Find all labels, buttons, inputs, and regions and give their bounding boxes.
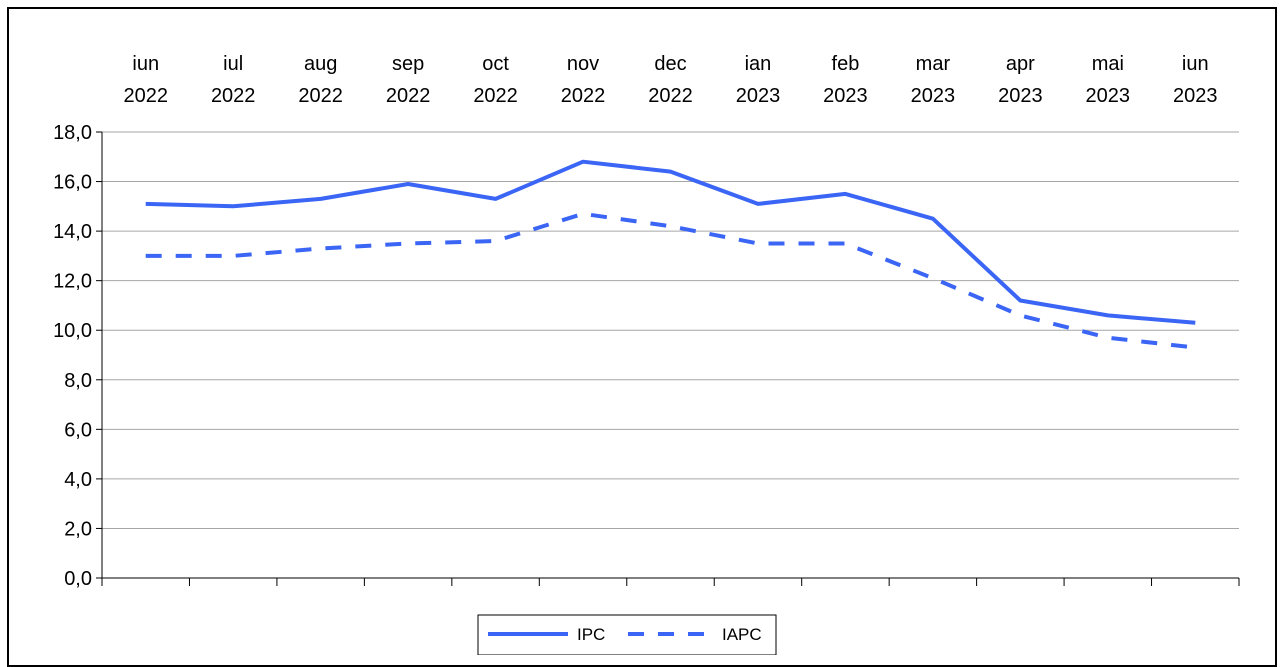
category-label: aug 2022 xyxy=(298,53,343,107)
legend-label-ipc: IPC xyxy=(577,625,605,644)
category-label: mai 2023 xyxy=(1086,53,1131,107)
category-label: iun 2022 xyxy=(123,53,168,107)
category-label: ian 2023 xyxy=(736,53,781,107)
category-label: apr 2023 xyxy=(998,53,1043,107)
category-label: oct 2022 xyxy=(473,53,518,107)
y-tick-label: 12,0 xyxy=(53,271,92,293)
y-tick-label: 14,0 xyxy=(53,221,92,243)
category-label: nov 2022 xyxy=(561,53,606,107)
axes xyxy=(96,131,1240,586)
y-tick-label: 16,0 xyxy=(53,172,92,194)
category-label: dec 2022 xyxy=(648,53,693,107)
series-line-ipc xyxy=(145,159,1196,325)
y-tick-label: 4,0 xyxy=(64,469,92,491)
y-tick-label: 6,0 xyxy=(64,419,92,441)
y-tick-label: 18,0 xyxy=(53,122,92,144)
y-tick-label: 10,0 xyxy=(53,320,92,342)
gridlines xyxy=(102,131,1239,529)
y-tick-label: 0,0 xyxy=(64,568,92,590)
chart-frame xyxy=(7,7,1277,667)
y-tick-label: 8,0 xyxy=(64,370,92,392)
y-tick-label: 2,0 xyxy=(64,518,92,540)
category-label: iun 2023 xyxy=(1173,53,1218,107)
category-label: mar 2023 xyxy=(911,53,956,107)
category-label: sep 2022 xyxy=(386,53,431,107)
legend: IPC IAPC xyxy=(477,614,777,655)
category-labels: iun 2022 iul 2022 aug 2022 sep 2022 oct 2022 nov 20… xyxy=(123,53,1217,107)
category-label: iul 2022 xyxy=(211,53,256,107)
y-tick-labels: 0,0 2,0 4,0 6,0 8,0 10,0 12,0 14,0 16,0 18,0 xyxy=(53,122,92,590)
category-label: feb 2023 xyxy=(823,53,868,107)
legend-label-iapc: IAPC xyxy=(722,625,762,644)
series-lines xyxy=(145,159,1196,350)
